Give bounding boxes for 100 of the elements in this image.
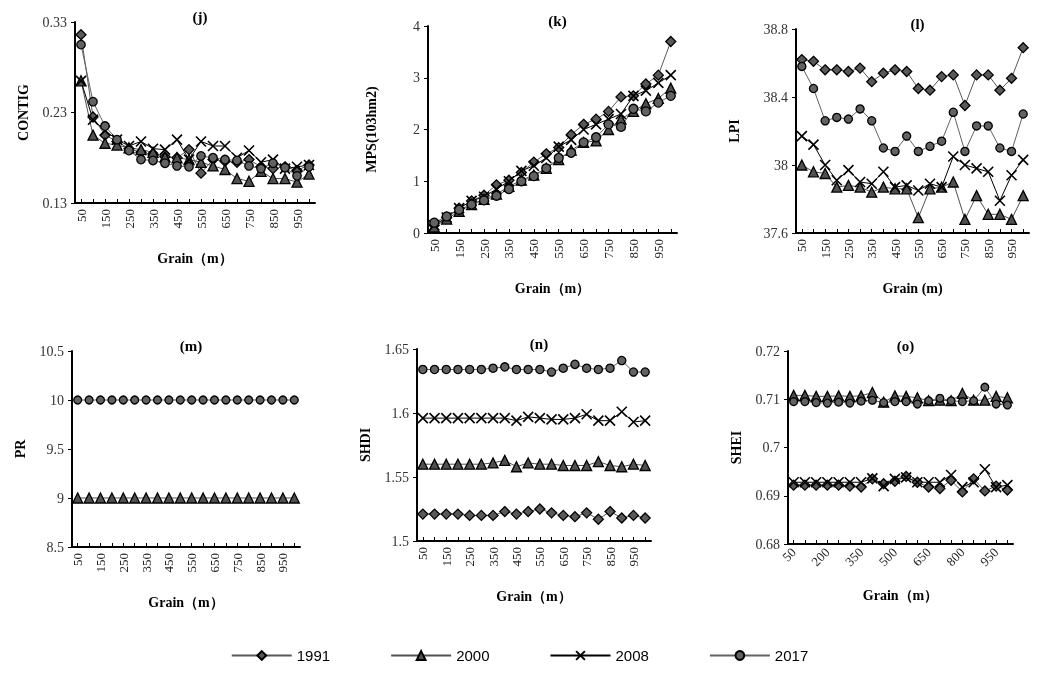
chart-title: (m) (179, 337, 203, 355)
legend-label: 2017 (774, 647, 809, 664)
y-axis-title: CONTIG (15, 84, 31, 141)
x-tick-label: 550 (551, 239, 567, 259)
x-tick-label: 450 (887, 239, 903, 259)
x-tick-label: 450 (508, 547, 524, 567)
x-tick-label: 350 (485, 547, 501, 567)
x-tick-label: 950 (977, 544, 1002, 570)
x-axis-title: Grain (m) (882, 280, 943, 297)
chart-title: (j) (192, 8, 208, 26)
y-tick-label: 0 (413, 225, 420, 241)
y-tick-label: 0.13 (42, 195, 67, 211)
x-tick-label: 550 (532, 547, 548, 567)
x-tick-label: 450 (169, 209, 185, 229)
y-tick-label: 9 (57, 490, 64, 506)
x-tick-label: 650 (217, 209, 233, 229)
x-tick-label: 650 (934, 239, 950, 259)
x-tick-label: 750 (241, 209, 257, 229)
legend-label: 2008 (615, 647, 649, 664)
x-tick-label: 250 (476, 239, 492, 259)
x-tick-label: 950 (625, 547, 641, 567)
x-tick-label: 800 (943, 544, 968, 570)
y-tick-label: 8.5 (46, 539, 64, 555)
y-tick-label: 4 (413, 18, 420, 34)
x-tick-label: 350 (842, 544, 867, 570)
x-tick-label: 850 (980, 239, 996, 259)
y-tick-label: 1.55 (384, 469, 409, 485)
y-tick-label: 3 (413, 70, 420, 86)
chart-title: (k) (548, 12, 567, 30)
x-tick-label: 850 (265, 209, 281, 229)
x-tick-label: 550 (193, 209, 209, 229)
y-tick-label: 10 (50, 392, 64, 408)
y-tick-label: 38.8 (763, 21, 788, 37)
y-tick-label: 0.69 (755, 488, 780, 504)
x-tick-label: 50 (779, 544, 799, 565)
x-tick-label: 150 (97, 209, 113, 229)
x-tick-label: 750 (957, 239, 973, 259)
x-tick-label: 850 (252, 553, 268, 573)
legend-label: 1991 (296, 647, 331, 664)
x-tick-label: 750 (229, 553, 245, 573)
x-tick-label: 50 (415, 547, 431, 560)
x-tick-label: 650 (576, 239, 592, 259)
x-axis-title: Grain（m） (148, 594, 224, 610)
x-tick-label: 350 (864, 239, 880, 259)
y-tick-label: 37.6 (763, 225, 788, 241)
x-tick-label: 150 (93, 553, 108, 573)
x-tick-label: 950 (650, 239, 666, 259)
x-tick-label: 200 (808, 544, 833, 570)
x-tick-label: 750 (579, 547, 595, 567)
y-tick-label: 9.5 (46, 441, 64, 457)
x-axis-title: Grain（m） (157, 250, 233, 266)
y-tick-label: 38.4 (763, 89, 788, 105)
y-tick-label: 2 (413, 122, 420, 137)
x-tick-label: 550 (910, 239, 926, 259)
y-tick-label: 10.5 (39, 343, 64, 359)
y-tick-label: 1.6 (391, 405, 409, 421)
x-tick-label: 550 (184, 553, 200, 573)
x-axis-title: Grain（m） (496, 588, 572, 604)
x-tick-label: 650 (555, 547, 571, 567)
y-tick-label: 0.7 (762, 440, 780, 455)
y-tick-label: 0.71 (755, 391, 780, 407)
x-tick-label: 250 (121, 209, 137, 229)
x-tick-label: 250 (462, 547, 478, 567)
y-tick-label: 0.72 (755, 343, 780, 359)
x-tick-label: 500 (875, 544, 901, 570)
y-tick-label: 1.65 (384, 341, 409, 357)
y-axis-title: SHEI (728, 430, 744, 465)
y-tick-label: 0.33 (42, 14, 67, 30)
y-tick-label: 1 (413, 173, 420, 189)
y-tick-label: 38 (774, 157, 788, 173)
y-axis-title: LPI (726, 119, 742, 143)
chart-title: (o) (896, 337, 915, 355)
y-axis-title: MPS(103hm2) (363, 86, 380, 173)
x-tick-label: 350 (138, 553, 154, 573)
chart-title: (l) (910, 15, 925, 33)
x-tick-label: 50 (794, 239, 810, 252)
y-axis-title: SHDI (357, 427, 373, 463)
x-tick-label: 150 (817, 239, 833, 259)
y-tick-label: 0.23 (42, 105, 67, 120)
y-tick-label: 1.5 (391, 533, 409, 549)
x-tick-label: 50 (73, 209, 89, 222)
x-tick-label: 150 (451, 239, 467, 259)
y-axis-title: PR (12, 438, 28, 459)
chart-title: (n) (529, 335, 549, 353)
x-tick-label: 950 (275, 553, 291, 573)
x-tick-label: 750 (601, 239, 617, 259)
y-tick-label: 0.68 (755, 536, 780, 552)
x-tick-label: 450 (161, 553, 177, 573)
x-tick-label: 650 (207, 553, 222, 573)
x-tick-label: 50 (70, 553, 86, 566)
x-tick-label: 850 (602, 547, 618, 567)
x-tick-label: 650 (909, 544, 934, 570)
x-tick-label: 350 (501, 239, 517, 259)
legend-label: 2000 (456, 647, 490, 664)
x-axis-title: Grain（m） (514, 280, 591, 296)
x-axis-title: Grain（m） (862, 587, 939, 603)
x-tick-label: 950 (289, 209, 305, 229)
x-tick-label: 350 (145, 209, 161, 229)
x-tick-label: 450 (526, 239, 542, 259)
x-tick-label: 150 (438, 547, 454, 567)
